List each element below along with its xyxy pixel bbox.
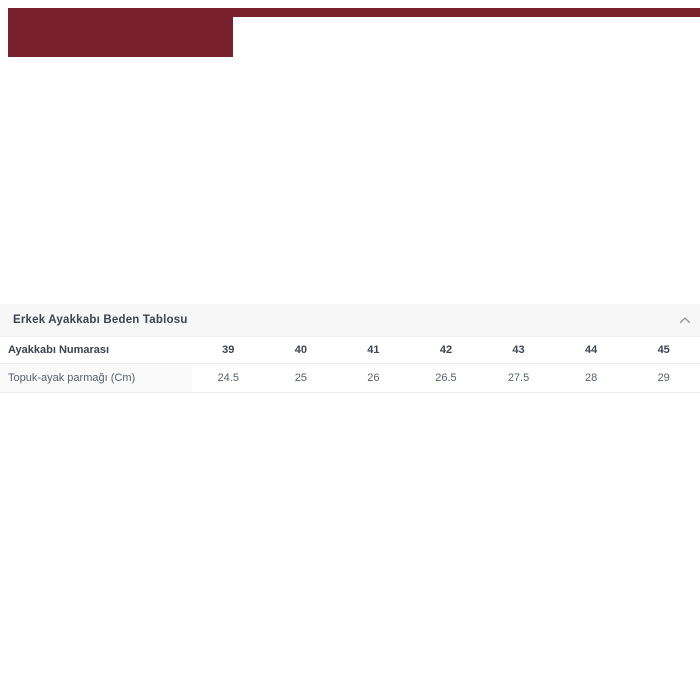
size-table-title: Erkek Ayakkabı Beden Tablosu xyxy=(13,314,188,326)
size-value-cell: 43 xyxy=(482,337,555,364)
size-value-cell: 26.5 xyxy=(409,363,483,393)
header-strip xyxy=(8,8,700,17)
table-row-shoe-number: Ayakkabı Numarası 39 40 41 42 43 44 45 xyxy=(0,337,700,364)
header-logo-block xyxy=(8,17,233,57)
size-value-cell: 29 xyxy=(627,363,700,393)
size-value-cell: 39 xyxy=(192,337,265,364)
table-row-heel-toe-cm: Topuk-ayak parmağı (Cm) 24.5 25 26 26.5 … xyxy=(0,363,700,393)
row-label-cell: Topuk-ayak parmağı (Cm) xyxy=(0,363,192,393)
size-value-cell: 40 xyxy=(264,337,338,364)
size-value-cell: 27.5 xyxy=(482,363,555,393)
size-table: Ayakkabı Numarası 39 40 41 42 43 44 45 T… xyxy=(0,337,700,393)
size-value-cell: 45 xyxy=(627,337,700,364)
size-table-panel: Erkek Ayakkabı Beden Tablosu Ayakkabı Nu… xyxy=(0,304,700,393)
size-table-accordion-header[interactable]: Erkek Ayakkabı Beden Tablosu xyxy=(0,304,700,337)
size-value-cell: 24.5 xyxy=(192,363,265,393)
size-value-cell: 25 xyxy=(264,363,338,393)
size-value-cell: 26 xyxy=(337,363,410,393)
row-label-cell: Ayakkabı Numarası xyxy=(0,337,192,364)
size-value-cell: 41 xyxy=(337,337,410,364)
size-value-cell: 44 xyxy=(554,337,628,364)
size-value-cell: 42 xyxy=(409,337,483,364)
chevron-up-icon[interactable] xyxy=(679,316,691,324)
size-value-cell: 28 xyxy=(554,363,628,393)
